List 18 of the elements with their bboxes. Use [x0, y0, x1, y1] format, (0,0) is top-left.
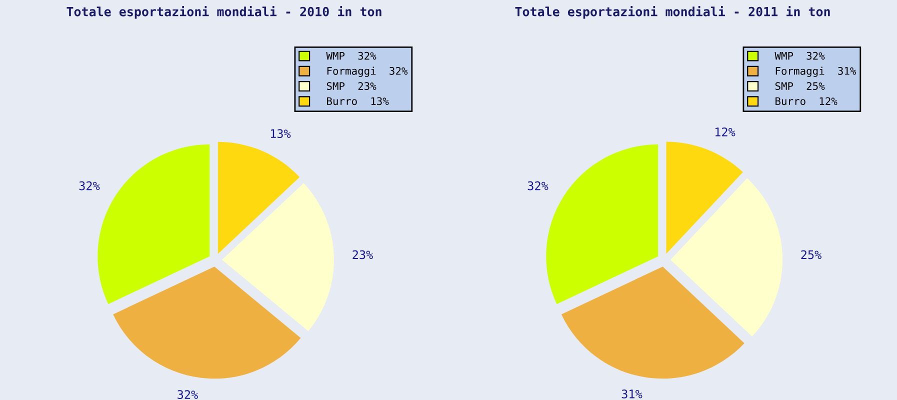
legend-label: SMP 23% [326, 82, 376, 90]
data-label: 32% [528, 181, 548, 190]
data-label: 32% [178, 390, 198, 400]
data-label: 25% [801, 250, 822, 260]
chart-title: Totale esportazioni mondiali - 2011 in ton [515, 6, 830, 19]
data-label: 32% [79, 181, 100, 190]
data-label: 13% [270, 129, 291, 138]
data-label: 31% [622, 389, 642, 398]
legend-label: Burro 13% [327, 97, 389, 106]
legend-label: SMP 25% [775, 82, 825, 90]
data-label: 12% [716, 127, 736, 136]
legend-label: Formaggi 32% [327, 66, 408, 77]
legend-label: Formaggi 31% [776, 66, 856, 77]
chart-title: Totale esportazioni mondiali - 2010 in ton [66, 6, 382, 19]
data-label: 23% [352, 250, 373, 260]
legend-label: Burro 12% [776, 97, 838, 106]
legend-label: WMP 32% [326, 52, 376, 60]
legend-label: WMP 32% [774, 52, 825, 60]
